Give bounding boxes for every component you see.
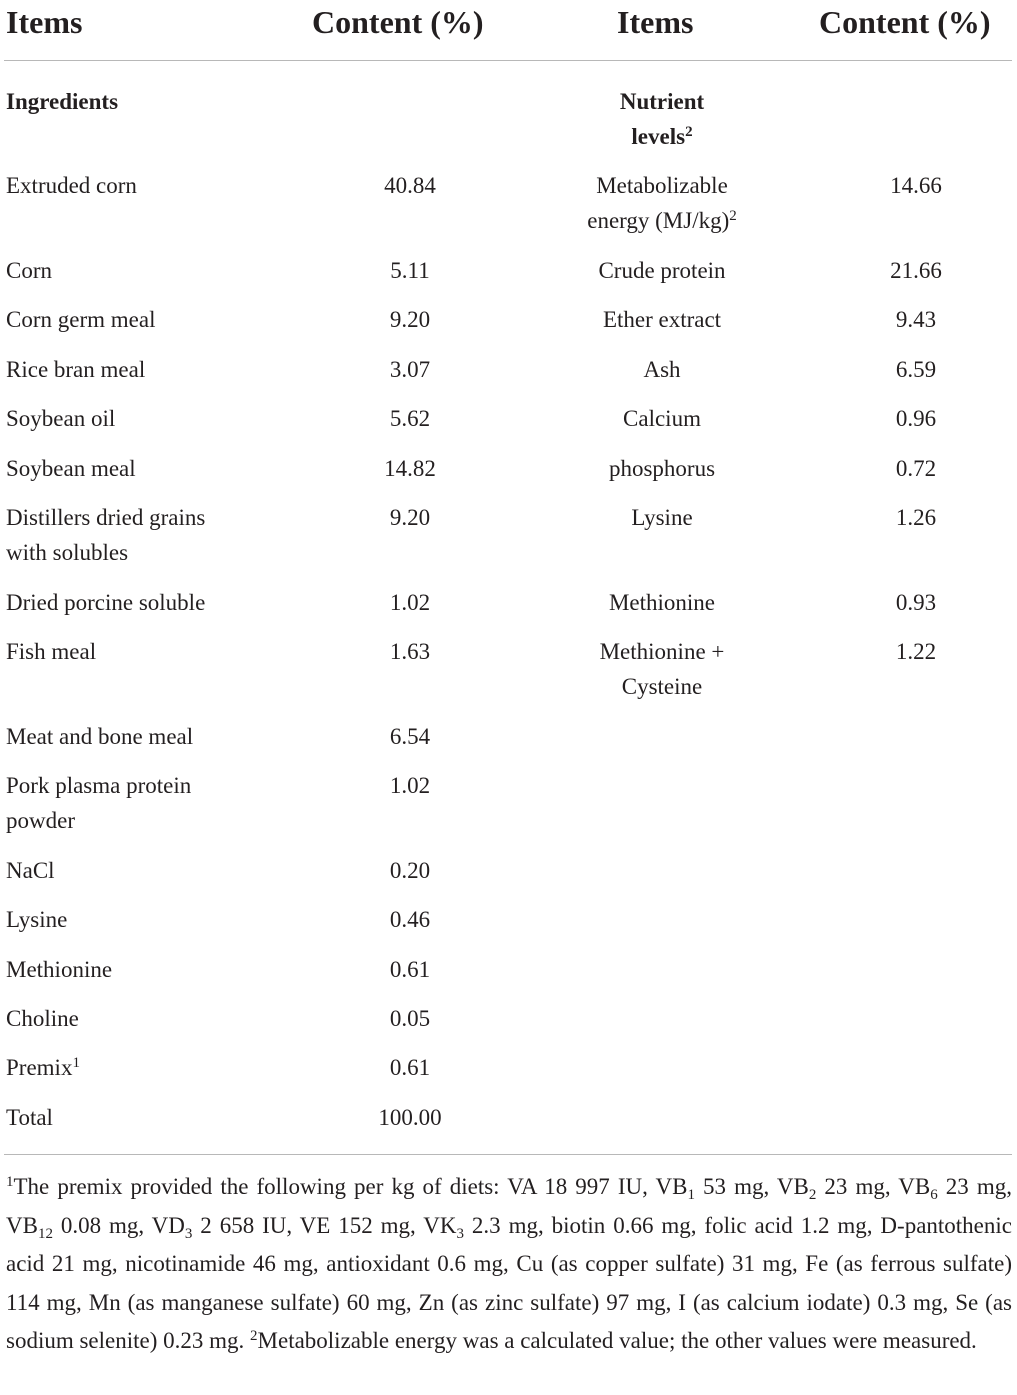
nutrient-name-line1: Methionine + xyxy=(599,639,725,664)
ingredient-name: Choline xyxy=(6,1006,79,1031)
ingredient-name: Pork plasma protein powder xyxy=(6,768,286,838)
table-footnote: 1The premix provided the following per k… xyxy=(6,1168,1012,1361)
nutrient-name: Methionine xyxy=(608,590,716,615)
ingredient-name: Soybean oil xyxy=(6,406,116,431)
nutrient-value: 0.93 xyxy=(895,590,937,615)
section-nutrient-line1: Nutrient xyxy=(619,89,705,114)
ingredient-name: Extruded corn xyxy=(6,173,137,198)
table-bottom-rule xyxy=(4,1154,1012,1155)
ingredient-value: 14.82 xyxy=(384,456,436,481)
ingredient-name: Lysine xyxy=(6,907,68,932)
ingredient-value: 5.11 xyxy=(390,258,430,283)
nutrient-name: Calcium xyxy=(623,406,701,431)
ingredient-name: Corn xyxy=(6,258,52,283)
nutrient-name-line2: energy (MJ/kg) xyxy=(587,208,730,233)
section-nutrient-sup: 2 xyxy=(685,124,693,140)
nutrient-value: 21.66 xyxy=(890,258,942,283)
ingredient-value: 0.61 xyxy=(389,1055,431,1080)
nutrient-name: phosphorus xyxy=(608,456,716,481)
footnote-text: Metabolizable energy was a calculated va… xyxy=(257,1328,977,1353)
ingredient-name: Dried porcine soluble xyxy=(6,590,206,615)
footnote-mark-1: 1 xyxy=(6,1174,14,1190)
ingredient-name-line1: Pork plasma protein xyxy=(6,773,192,798)
ingredient-value: 0.20 xyxy=(389,858,431,883)
nutrient-name: Ash xyxy=(643,357,681,382)
footnote-text: 2.3 mg, biotin 0.66 mg, folic acid 1.2 m… xyxy=(6,1212,1012,1354)
ingredient-name: Corn germ meal xyxy=(6,307,156,332)
nutrient-name: Crude protein xyxy=(598,258,726,283)
ingredient-value: 0.46 xyxy=(389,907,431,932)
nutrient-value: 0.72 xyxy=(895,456,937,481)
footnote-sub: 2 xyxy=(808,1187,817,1203)
nutrient-name: Methionine + Cysteine xyxy=(546,634,778,704)
section-ingredients: Ingredients xyxy=(6,89,119,114)
footnote-text: 53 mg, VB xyxy=(695,1174,809,1199)
nutrient-value: 0.96 xyxy=(895,406,937,431)
nutrient-value: 1.22 xyxy=(895,639,937,664)
header-items-left: Items xyxy=(6,4,83,40)
nutrient-name-line2: Cysteine xyxy=(621,674,703,699)
ingredient-name-line1: Distillers dried grains xyxy=(6,505,206,530)
footnote-sub: 12 xyxy=(37,1225,53,1242)
ingredient-name: Premix1 xyxy=(6,1050,286,1085)
ingredient-name-line2: with solubles xyxy=(6,540,129,565)
footnote-text: The premix provided the following per kg… xyxy=(13,1174,688,1199)
ingredient-value: 6.54 xyxy=(389,724,431,749)
ingredient-name: Methionine xyxy=(6,957,113,982)
ingredient-name-text: Premix xyxy=(6,1055,73,1080)
ingredient-name: Meat and bone meal xyxy=(6,724,194,749)
nutrient-value: 9.43 xyxy=(895,307,937,332)
ingredient-value: 1.63 xyxy=(389,639,431,664)
total-label: Total xyxy=(6,1105,53,1130)
ingredient-value: 3.07 xyxy=(389,357,431,382)
ingredient-value: 9.20 xyxy=(389,505,431,530)
nutrient-name-line1: Metabolizable xyxy=(596,173,728,198)
total-value: 100.00 xyxy=(378,1105,442,1130)
ingredient-value: 9.20 xyxy=(389,307,431,332)
ingredient-name-line2: powder xyxy=(6,808,75,833)
ingredient-value: 1.02 xyxy=(389,773,431,798)
footnote-sub: 6 xyxy=(930,1187,938,1203)
header-items-right: Items xyxy=(617,4,694,40)
footnote-text: 23 mg, VB xyxy=(6,1174,1013,1238)
ingredient-name: Rice bran meal xyxy=(6,357,146,382)
footnote-mark-2: 2 xyxy=(250,1328,258,1344)
footnote-sub: 3 xyxy=(184,1225,193,1242)
footnote-sub: 3 xyxy=(456,1225,465,1242)
footnote-text: 23 mg, VB xyxy=(816,1174,931,1199)
footnote-text: 2 658 IU, VE 152 mg, VK xyxy=(192,1212,457,1238)
nutrient-value: 14.66 xyxy=(890,173,942,198)
ingredient-value: 1.02 xyxy=(389,590,431,615)
ingredient-value: 0.61 xyxy=(389,957,431,982)
ingredient-name: Fish meal xyxy=(6,639,97,664)
premix-footnote-mark: 1 xyxy=(72,1055,80,1071)
footnote-text: 0.08 mg, VD xyxy=(52,1212,185,1238)
nutrient-name: Metabolizable energy (MJ/kg)2 xyxy=(546,168,778,238)
header-content-right: Content (%) xyxy=(819,4,991,40)
section-nutrient-levels: Nutrient levels2 xyxy=(546,84,778,154)
nutrient-value: 6.59 xyxy=(895,357,937,382)
ingredient-value: 0.05 xyxy=(389,1006,431,1031)
header-rule xyxy=(4,60,1012,61)
nutrient-name: Lysine xyxy=(631,505,693,530)
ingredient-name: Soybean meal xyxy=(6,456,136,481)
footnote-sub: 1 xyxy=(687,1187,696,1203)
ingredient-name: Distillers dried grains with solubles xyxy=(6,500,286,570)
energy-footnote-mark: 2 xyxy=(729,208,737,224)
ingredient-name: NaCl xyxy=(6,858,55,883)
nutrient-name: Ether extract xyxy=(602,307,722,332)
ingredient-value: 40.84 xyxy=(384,173,436,198)
ingredient-value: 5.62 xyxy=(389,406,431,431)
nutrient-value: 1.26 xyxy=(895,505,937,530)
section-nutrient-line2: levels xyxy=(631,124,686,149)
header-content-left: Content (%) xyxy=(312,4,484,40)
